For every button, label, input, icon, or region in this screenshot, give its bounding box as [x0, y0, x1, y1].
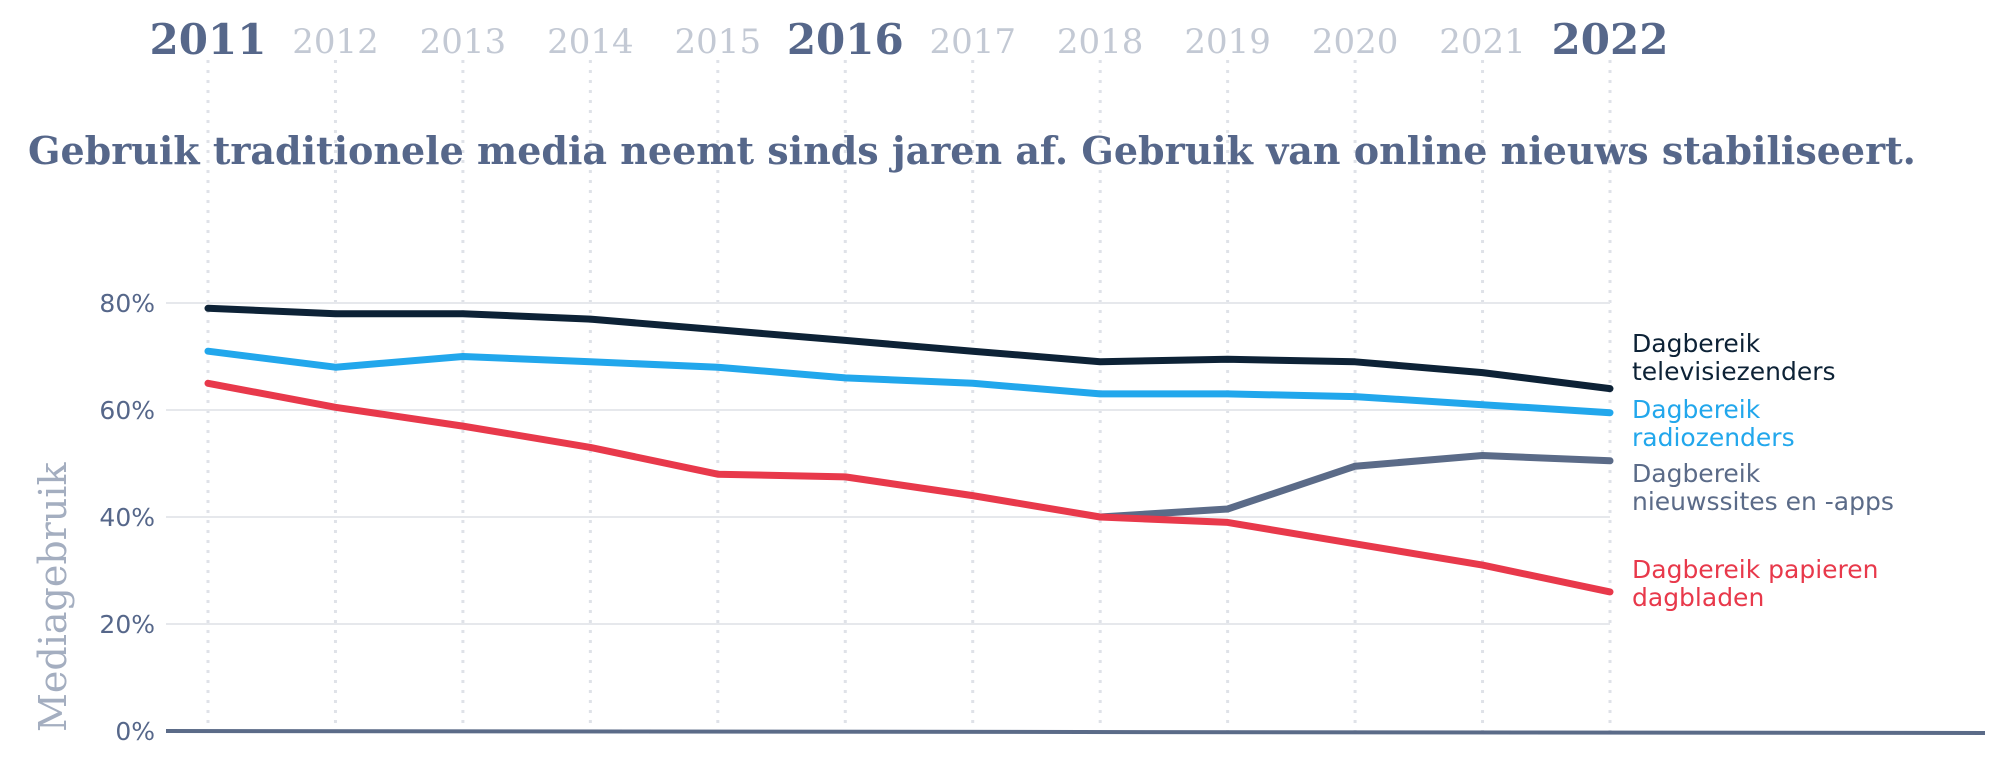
y-axis-ticks: 0% 20% 40% 60% 80% — [99, 289, 155, 746]
year-selector: 2011 2012 2013 2014 2015 2016 2017 2018 2019 2020… — [150, 15, 1669, 64]
y-tick-label: 60% — [99, 396, 155, 425]
year-tab-2022[interactable]: 2022 — [1552, 15, 1669, 64]
y-tick-label: 0% — [115, 717, 155, 746]
series-line-online — [1096, 452, 1614, 521]
year-tab-2012[interactable]: 2012 — [292, 22, 379, 62]
year-tab-2015[interactable]: 2015 — [675, 22, 762, 62]
series-label-tv: televisiezenders — [1632, 357, 1836, 386]
series-label-paper: Dagbereik papieren — [1632, 555, 1879, 584]
year-tab-2014[interactable]: 2014 — [547, 22, 634, 62]
y-tick-label: 80% — [99, 289, 155, 318]
year-tab-2019[interactable]: 2019 — [1184, 22, 1271, 62]
year-tab-2021[interactable]: 2021 — [1439, 22, 1526, 62]
series-label-radio: Dagbereik — [1632, 395, 1761, 424]
value-gridlines — [166, 302, 1610, 625]
series-labels: DagbereiktelevisiezendersDagbereikradioz… — [1632, 329, 1894, 612]
series-line-radio — [204, 347, 1614, 417]
year-tab-2011[interactable]: 2011 — [150, 15, 267, 64]
series-line-tv — [204, 304, 1614, 393]
x-axis-line — [165, 729, 1986, 735]
year-tab-2016[interactable]: 2016 — [787, 15, 904, 64]
series-label-online: Dagbereik — [1632, 459, 1761, 488]
series-label-online: nieuwssites en -apps — [1632, 487, 1894, 516]
chart-title: Gebruik traditionele media neemt sinds j… — [28, 128, 1916, 173]
series-line-paper — [204, 379, 1614, 596]
y-tick-label: 40% — [99, 503, 155, 532]
series-label-tv: Dagbereik — [1632, 329, 1761, 358]
y-axis-label: Mediagebruik — [31, 462, 75, 732]
year-tab-2020[interactable]: 2020 — [1312, 22, 1399, 62]
series-label-radio: radiozenders — [1632, 423, 1795, 452]
year-tab-2018[interactable]: 2018 — [1057, 22, 1144, 62]
year-tab-2017[interactable]: 2017 — [929, 22, 1016, 62]
year-gridlines — [206, 60, 1612, 731]
y-tick-label: 20% — [99, 610, 155, 639]
series-lines — [204, 304, 1614, 596]
year-tab-2013[interactable]: 2013 — [420, 22, 507, 62]
series-label-paper: dagbladen — [1632, 583, 1764, 612]
